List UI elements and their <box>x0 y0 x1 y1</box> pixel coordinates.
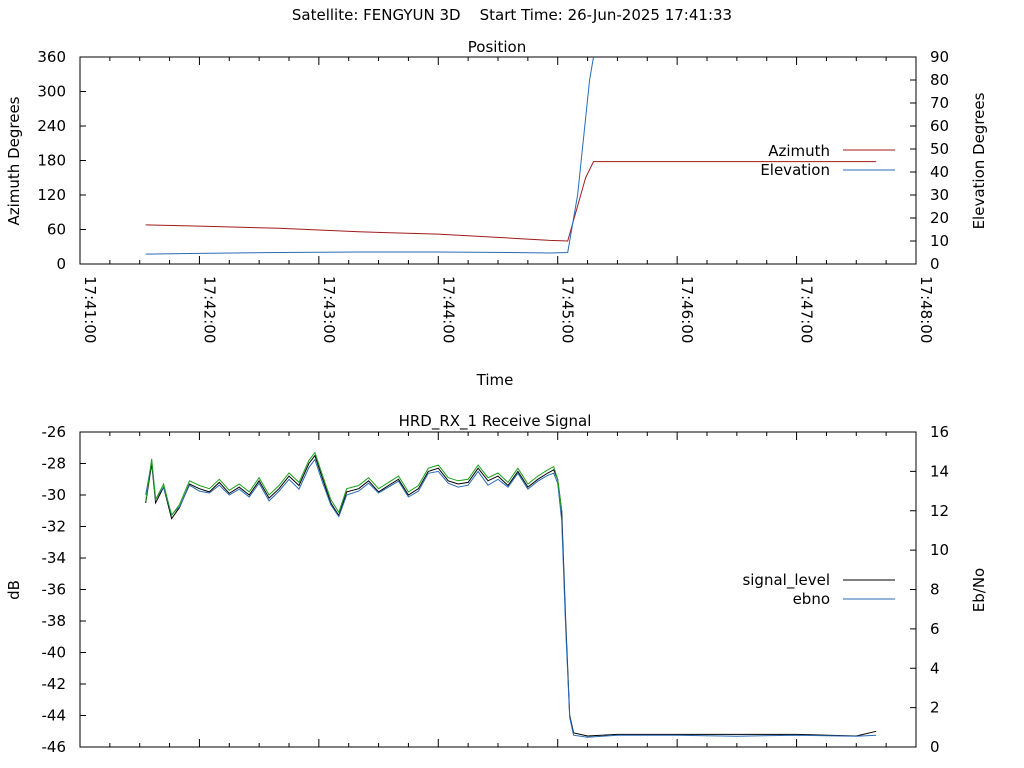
signal-y2-tick-label: 10 <box>930 541 949 559</box>
position-y-tick-label: 0 <box>56 255 66 273</box>
signal-y2-tick-label: 16 <box>930 423 949 441</box>
db-axis-label: dB <box>5 580 23 600</box>
position-series-azimuth <box>145 161 877 242</box>
position-y2-tick-label: 60 <box>930 117 949 135</box>
signal-series-ebno <box>145 458 877 738</box>
signal-y2-tick-label: 2 <box>930 699 940 717</box>
position-y2-tick-label: 10 <box>930 232 949 250</box>
position-x-tick-label: 17:44:00 <box>439 276 457 343</box>
signal-y-tick-label: -42 <box>42 675 67 693</box>
position-legend: Azimuth Elevation <box>760 142 895 179</box>
signal-chart-title: HRD_RX_1 Receive Signal <box>399 412 592 431</box>
signal-series-signal-level <box>145 454 877 737</box>
legend-ebno-label: ebno <box>793 590 830 608</box>
position-y-tick-label: 120 <box>37 186 66 204</box>
signal-series-trace-2 <box>145 451 563 517</box>
ebno-axis-label: Eb/No <box>970 568 988 612</box>
signal-y-tick-label: -38 <box>42 612 67 630</box>
signal-y2-tick-label: 0 <box>930 738 940 756</box>
position-y2-tick-label: 40 <box>930 163 949 181</box>
position-y2-tick-label: 20 <box>930 209 949 227</box>
signal-y-tick-label: -32 <box>42 518 67 536</box>
signal-y-tick-label: -40 <box>42 644 67 662</box>
signal-y-tick-label: -44 <box>42 707 67 725</box>
signal-y2-tick-label: 6 <box>930 620 940 638</box>
satellite-label: Satellite: FENGYUN 3D <box>291 6 461 24</box>
signal-y2-tick-label: 14 <box>930 462 949 480</box>
signal-legend: signal_level ebno <box>742 571 895 608</box>
position-y-tick-label: 300 <box>37 83 66 101</box>
signal-y2-tick-label: 4 <box>930 659 940 677</box>
position-x-tick-label: 17:43:00 <box>320 276 338 343</box>
position-x-tick-label: 17:48:00 <box>917 276 935 343</box>
position-y2-tick-label: 80 <box>930 71 949 89</box>
position-x-tick-label: 17:45:00 <box>559 276 577 343</box>
start-time-label: Start Time: 26-Jun-2025 17:41:33 <box>479 6 733 24</box>
position-x-tick-label: 17:47:00 <box>798 276 816 343</box>
azimuth-axis-label: Azimuth Degrees <box>5 96 23 225</box>
position-y-tick-label: 60 <box>47 221 66 239</box>
signal-series <box>145 451 877 738</box>
position-chart-title: Position <box>468 38 526 56</box>
signal-y-tick-label: -34 <box>42 549 67 567</box>
signal-y-tick-label: -28 <box>42 455 67 473</box>
signal-y-tick-label: -46 <box>42 738 67 756</box>
signal-y-tick-label: -36 <box>42 581 67 599</box>
signal-y2-tick-label: 8 <box>930 581 940 599</box>
position-ticks: 0 60 120 180 240 300 360 0 10 20 30 40 50 60 70 80 90 17:… <box>37 48 949 343</box>
legend-signal-level-label: signal_level <box>742 571 830 590</box>
page-title: Satellite: FENGYUN 3D Start Time: 26-Jun… <box>0 6 1024 24</box>
signal-y-tick-label: -30 <box>42 486 67 504</box>
position-y2-tick-label: 30 <box>930 186 949 204</box>
position-series-elevation <box>145 57 594 255</box>
position-y-tick-label: 240 <box>37 117 66 135</box>
position-x-tick-label: 17:41:00 <box>81 276 99 343</box>
legend-elevation-label: Elevation <box>760 161 830 179</box>
legend-azimuth-label: Azimuth <box>768 142 830 160</box>
position-x-tick-label: 17:42:00 <box>200 276 218 343</box>
signal-y2-tick-label: 12 <box>930 502 949 520</box>
signal-y-tick-label: -26 <box>42 423 67 441</box>
position-y-tick-label: 180 <box>37 152 66 170</box>
position-y2-tick-label: 90 <box>930 48 949 66</box>
position-series <box>145 57 877 255</box>
position-x-tick-label: 17:46:00 <box>678 276 696 343</box>
position-y2-tick-label: 50 <box>930 140 949 158</box>
position-y2-tick-label: 70 <box>930 94 949 112</box>
time-axis-label: Time <box>476 371 514 389</box>
position-y2-tick-label: 0 <box>930 255 940 273</box>
signal-ticks: -46 -44 -42 -40 -38 -36 -34 -32 -30 -28 -26 0 2 4 6 8 10… <box>42 423 950 756</box>
position-y-tick-label: 360 <box>37 48 66 66</box>
elevation-axis-label: Elevation Degrees <box>970 92 988 229</box>
